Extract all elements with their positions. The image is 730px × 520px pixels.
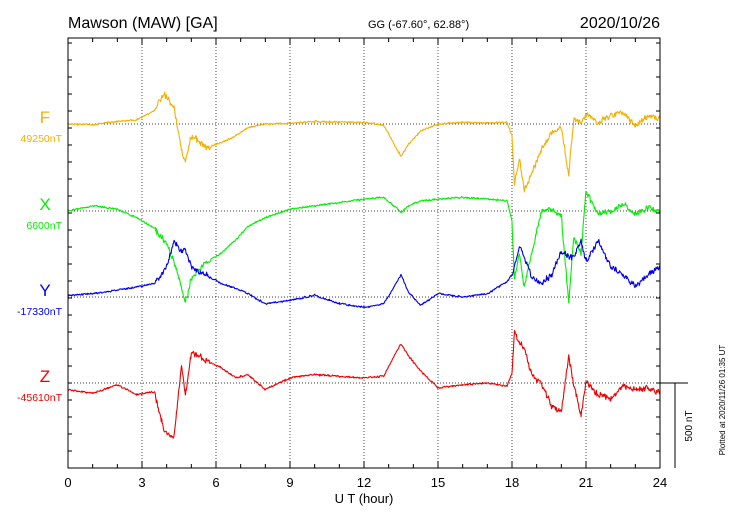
scale-bar-label: 500 nT [684, 410, 695, 441]
x-tick-label: 12 [357, 475, 371, 490]
x-tick-label: 24 [653, 475, 667, 490]
series-baseline-f: 49250nT [21, 133, 63, 145]
scale-bar: 500 nT [660, 382, 695, 468]
x-tick-label: 0 [64, 475, 71, 490]
x-tick-label: 6 [212, 475, 219, 490]
x-tick-label: 3 [138, 475, 145, 490]
series-line-y [67, 238, 661, 309]
series-name-z: Z [40, 367, 50, 386]
x-tick-label: 9 [286, 475, 293, 490]
series-name-y: Y [39, 281, 50, 300]
plotted-timestamp: Plotted at 2020/11/26 01:35 UT [718, 345, 727, 456]
chart-date: 2020/10/26 [580, 15, 660, 32]
tick-layer: 0 3 6 9 12 15 18 21 24 [64, 38, 667, 490]
x-axis-label: U T (hour) [335, 491, 394, 506]
series-baseline-z: -45610nT [17, 392, 63, 404]
station-coordinates: GG (-67.60°, 62.88°) [368, 19, 469, 31]
chart-title: Mawson (MAW) [GA] [68, 15, 218, 32]
series-name-x: X [39, 195, 50, 214]
series-baseline-y: -17330nT [17, 306, 63, 318]
series-baseline-x: 6600nT [26, 220, 62, 232]
series-line-f [67, 91, 661, 193]
series-layer: F 49250nT X 6600nT Y -17330nT Z -45610nT [17, 91, 661, 439]
x-tick-label: 18 [505, 475, 519, 490]
series-name-f: F [40, 108, 50, 127]
x-tick-label: 15 [431, 475, 445, 490]
x-tick-label: 21 [579, 475, 593, 490]
grid-layer [68, 38, 660, 468]
series-line-x [67, 191, 661, 304]
series-line-z [67, 330, 661, 439]
plot-frame [67, 37, 661, 469]
